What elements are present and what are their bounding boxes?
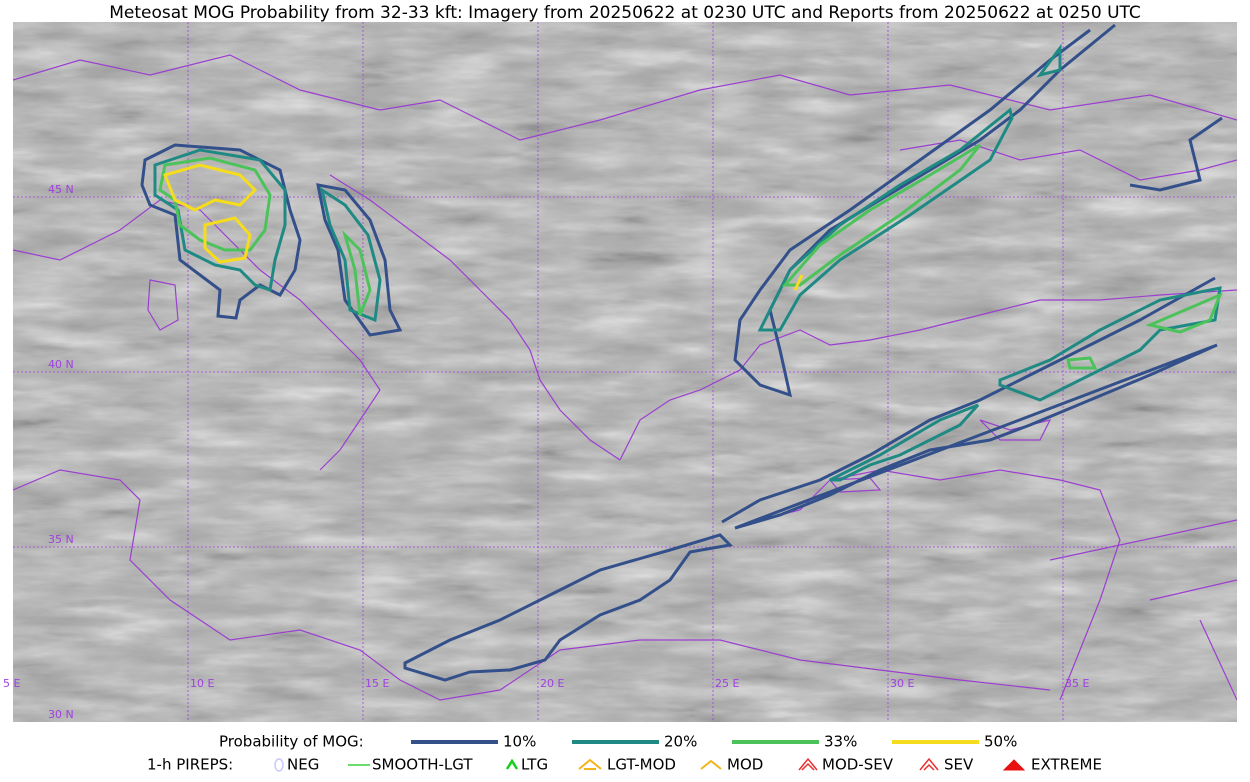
lon-label: 35 E	[1065, 677, 1089, 690]
legend-icon	[505, 758, 519, 770]
contour-20	[319, 186, 382, 323]
lat-label: 45 N	[48, 183, 74, 196]
lon-label: 25 E	[715, 677, 739, 690]
legend-label: MOD	[727, 756, 763, 774]
legend-icon	[700, 759, 722, 770]
lat-label: 35 N	[48, 533, 74, 546]
lon-label: 5 E	[3, 677, 20, 690]
legend-label: 20%	[664, 733, 697, 751]
contour-10	[403, 533, 734, 682]
lon-label: 10 E	[190, 677, 214, 690]
contour-33	[1066, 292, 1223, 370]
legend-label: 50%	[984, 733, 1017, 751]
contour-10	[316, 183, 403, 337]
legend-label: SEV	[944, 756, 974, 774]
legend-label: LGT-MOD	[607, 756, 676, 774]
contour-50	[162, 163, 258, 212]
legend-icon	[919, 757, 939, 771]
contour-10	[1129, 116, 1223, 192]
legend-label: 33%	[824, 733, 857, 751]
legend-icon	[578, 758, 602, 770]
lat-label: 40 N	[48, 358, 74, 371]
lat-label: 30 N	[48, 708, 74, 721]
contour-50	[793, 274, 804, 291]
contour-33	[781, 143, 982, 287]
legend-label: MOD-SEV	[822, 756, 894, 774]
contour-10	[733, 23, 1116, 398]
contour-10	[140, 143, 302, 320]
legend-label: 10%	[503, 733, 536, 751]
legend: Probability of MOG: 10% 20% 33% 50% 1-h PIREP…	[147, 733, 1102, 774]
contour-33	[158, 156, 272, 252]
legend-title: 1-h PIREPS:	[147, 756, 233, 774]
legend-icon	[274, 758, 284, 772]
contour-33	[341, 229, 372, 316]
contour-20	[757, 43, 1062, 332]
lon-label: 15 E	[365, 677, 389, 690]
legend-title: Probability of MOG:	[219, 733, 364, 751]
contour-50	[203, 216, 252, 264]
title: Meteosat MOG Probability from 32-33 kft:…	[109, 3, 1141, 23]
legend-label: EXTREME	[1031, 756, 1102, 774]
legend-icon	[798, 757, 818, 771]
map	[13, 22, 1237, 722]
legend-label: SMOOTH-LGT	[372, 756, 473, 774]
legend-label: NEG	[287, 756, 319, 774]
contours	[140, 23, 1223, 682]
contour-10	[721, 276, 1218, 530]
contour-20	[829, 286, 1222, 482]
legend-label: LTG	[521, 756, 548, 774]
lon-label: 30 E	[890, 677, 914, 690]
lon-label: 20 E	[540, 677, 564, 690]
legend-icon	[1002, 759, 1026, 771]
